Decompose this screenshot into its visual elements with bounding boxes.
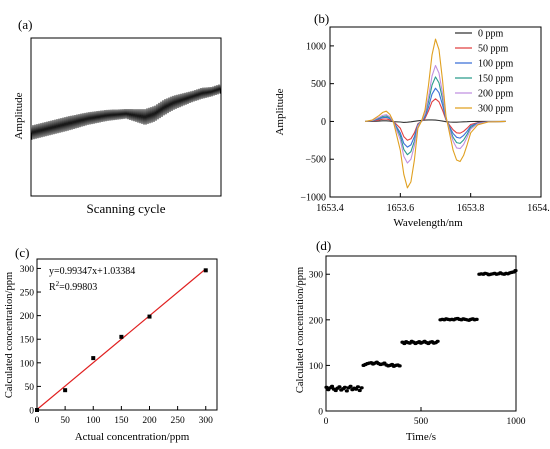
panel-c-xtick-label: 50	[60, 416, 70, 426]
panel-b-xtick-label: 1653.8	[457, 203, 485, 214]
panel-b-axes: 1653.4 1653.6 1653.8 1654.0 −1000 −500 0 500 100…	[300, 41, 550, 214]
panel-c-r2-symbol: R	[49, 282, 56, 293]
panel-b-series-200-ppm	[365, 64, 506, 164]
panel-c-ytick-label: 150	[20, 336, 35, 346]
panel-b-legend-label: 50 ppm	[478, 44, 509, 55]
panel-d-xtick-label: 0	[324, 417, 329, 427]
panel-c-point	[203, 268, 208, 273]
panel-d-axes: 0 500 1000 0 100 200 300	[309, 271, 526, 427]
panel-c-xlabel: Actual concentration/ppm	[75, 431, 190, 443]
panel-c-xtick-label: 0	[35, 416, 40, 426]
panel-d-xtick-label: 500	[414, 417, 429, 427]
panel-b-ytick-label: 1000	[306, 41, 326, 52]
panel-b-series-300-ppm	[365, 38, 506, 189]
panel-c-point	[63, 388, 68, 393]
panel-c-point	[35, 408, 39, 412]
panel-a-frame	[30, 37, 222, 197]
panel-d-point	[330, 384, 335, 388]
panel-d-point	[475, 317, 479, 321]
panel-d-point	[436, 339, 440, 343]
panel-b-frame	[329, 26, 542, 198]
panel-d-point	[356, 385, 360, 389]
panel-d-point	[514, 269, 518, 273]
panel-b-ytick-label: 0	[321, 117, 326, 128]
panel-d-point	[358, 388, 362, 393]
panel-d-point	[349, 384, 353, 388]
panel-d-chart: 0 500 1000 0 100 200 300 Time/s Calculated con…	[295, 255, 526, 443]
panel-b-series-50-ppm	[365, 98, 506, 141]
panel-a-chart: Scanning cycle Amplitude	[13, 37, 222, 216]
panel-c-point	[147, 314, 152, 319]
panel-c-ytick-label: 0	[29, 407, 34, 417]
panel-c-xtick-label: 150	[114, 416, 129, 426]
panel-c-ytick-label: 100	[20, 359, 35, 369]
panel-d-ylabel: Calculated concentration/ppm	[295, 267, 306, 393]
panel-b-legend-label: 200 ppm	[478, 89, 514, 100]
panel-b-ytick-label: −500	[305, 155, 326, 166]
panel-d-xtick-label: 1000	[507, 417, 526, 427]
panel-b-series-0-ppm	[365, 119, 506, 123]
panel-d-ytick-label: 100	[309, 362, 324, 372]
panel-b-label: (b)	[314, 11, 329, 26]
panel-d-ytick-label: 0	[318, 408, 323, 418]
panel-d-xlabel: Time/s	[406, 431, 436, 443]
panel-c-frame	[36, 258, 218, 411]
panel-c-point	[91, 356, 96, 361]
panel-b-xlabel: Wavelength/nm	[393, 217, 463, 229]
panel-d-point	[360, 386, 364, 390]
panel-b-chart: 1653.4 1653.6 1653.8 1654.0 −1000 −500 0 500 100…	[274, 26, 550, 229]
panel-a-label: (a)	[18, 17, 32, 32]
panel-b-series-lines	[365, 38, 506, 189]
panel-c-axes: 0 50 100 150 200 250 300 0 50 100 150 200 250 300	[20, 265, 213, 426]
panel-c-xtick-label: 300	[199, 416, 214, 426]
panel-b-ytick-label: −1000	[300, 193, 326, 204]
panel-b-xtick-label: 1653.4	[316, 203, 344, 214]
panel-b-legend-label: 100 ppm	[478, 59, 514, 70]
panel-a-oscillation-line	[30, 83, 222, 140]
panel-a-trace	[30, 83, 222, 140]
panel-c-ytick-label: 250	[20, 289, 35, 299]
panel-c-ytick-label: 200	[20, 312, 35, 322]
panel-d-ytick-label: 200	[309, 316, 324, 326]
panel-b-series-100-ppm	[365, 87, 506, 148]
panel-c-points	[35, 268, 208, 412]
panel-d-point	[343, 385, 347, 389]
panel-c-equation: y=0.99347x+1.03384	[49, 266, 135, 277]
panel-c-ylabel: Calculated concentration/ppm	[4, 272, 15, 398]
panel-b-ylabel: Amplitude	[274, 88, 286, 135]
panel-c-r2-superscript: 2	[56, 280, 60, 288]
panel-b-legend: 0 ppm 50 ppm 100 ppm 150 ppm 200 ppm 300 ppm	[455, 29, 514, 115]
panel-c-xtick-label: 100	[86, 416, 101, 426]
panel-d-point	[398, 364, 402, 368]
panel-c-fit-line	[36, 268, 207, 410]
panel-b-legend-label: 0 ppm	[478, 29, 504, 40]
panel-c-ytick-label: 50	[25, 383, 35, 393]
panel-c-xtick-label: 200	[142, 416, 157, 426]
panel-d-point	[338, 385, 342, 389]
panel-c-r2-value: =0.99803	[59, 282, 97, 293]
panel-d-points	[324, 269, 518, 393]
panel-d-label: (d)	[316, 238, 331, 253]
panel-b-xtick-label: 1654.0	[527, 203, 550, 214]
panel-b-ytick-label: 500	[311, 79, 326, 90]
panel-c-chart: 0 50 100 150 200 250 300 0 50 100 150 200 250 300 y=0…	[4, 258, 218, 443]
panel-c-label: (c)	[15, 245, 29, 260]
panel-b-legend-label: 300 ppm	[478, 104, 514, 115]
panel-c-r2: R2=0.99803	[49, 280, 97, 293]
panel-c-ytick-label: 300	[20, 265, 35, 275]
panel-d-point	[345, 389, 349, 393]
panel-b-xtick-label: 1653.6	[387, 203, 415, 214]
panel-a-ylabel: Amplitude	[13, 92, 25, 139]
panel-c-point	[119, 334, 124, 339]
panel-b-legend-label: 150 ppm	[478, 74, 514, 85]
panel-a-xlabel: Scanning cycle	[86, 201, 165, 216]
panel-c-xtick-label: 250	[171, 416, 186, 426]
panel-c-fit	[36, 268, 207, 410]
panel-d-ytick-label: 300	[309, 271, 324, 281]
